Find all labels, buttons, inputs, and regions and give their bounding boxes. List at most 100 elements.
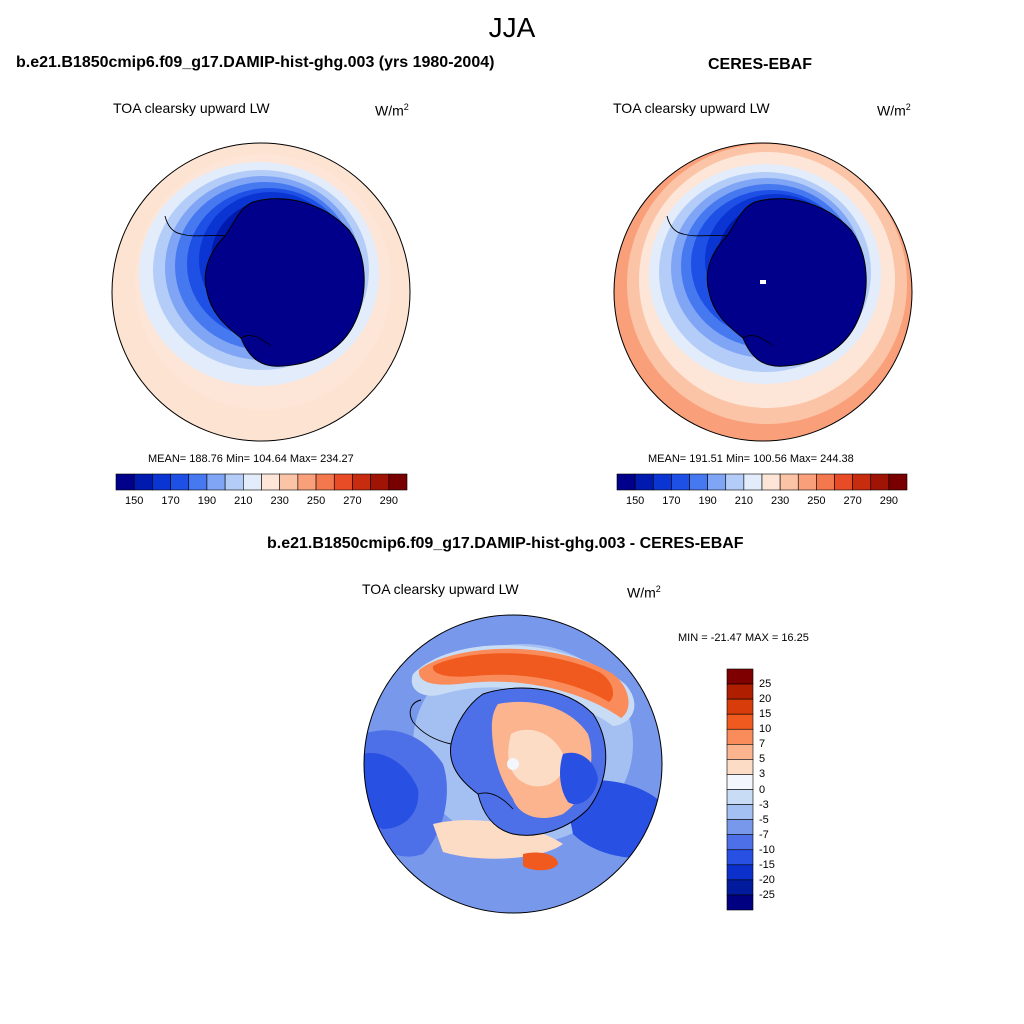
diff-colorbar-swatch [726, 759, 754, 775]
diff-colorbar-swatch [726, 668, 754, 685]
model-colorbar-swatch [315, 473, 335, 491]
diff-colorbar-tick-label: -20 [759, 873, 775, 886]
obs-case-title: CERES-EBAF [708, 56, 813, 73]
model-colorbar-tick-label: 170 [161, 495, 180, 507]
diff-colorbar-tick-label: 5 [759, 753, 766, 766]
obs-colorbar-swatch [779, 473, 799, 491]
obs-colorbar-tick-label: 190 [698, 495, 717, 507]
model-colorbar-swatch [352, 473, 371, 491]
diff-colorbar [726, 668, 754, 911]
obs-colorbar-swatch [671, 473, 690, 491]
model-colorbar-swatch [261, 473, 280, 491]
model-colorbar-swatch [279, 473, 299, 491]
model-colorbar-swatch [370, 473, 390, 491]
obs-colorbar-swatch [816, 473, 835, 491]
diff-colorbar-swatch [726, 683, 754, 700]
model-colorbar-swatch [297, 473, 317, 491]
diff-colorbar-swatch [726, 834, 754, 851]
model-units-label: W/m2 [375, 102, 409, 119]
obs-colorbar-swatch [743, 473, 763, 491]
obs-colorbar-swatch [761, 473, 781, 491]
diff-colorbar-swatch [726, 698, 754, 715]
diff-colorbar-swatch [726, 744, 754, 760]
model-colorbar-swatch [170, 473, 190, 491]
obs-colorbar-tick-label: 290 [879, 495, 899, 507]
obs-colorbar-swatch [852, 473, 872, 491]
model-colorbar-tick-label: 190 [197, 495, 217, 507]
diff-colorbar-tick-label: -25 [759, 888, 775, 901]
model-colorbar-swatch [206, 473, 226, 491]
obs-colorbar-swatch [689, 473, 708, 491]
diff-stats: MIN = -21.47 MAX = 16.25 [678, 632, 809, 644]
diff-colorbar-tick-label: -3 [759, 798, 769, 811]
diff-polar-map [363, 614, 663, 914]
model-variable-label: TOA clearsky upward LW [113, 100, 270, 116]
diff-colorbar-swatch [726, 849, 754, 866]
model-colorbar-swatch [333, 473, 353, 491]
model-stats: MEAN= 188.76 Min= 104.64 Max= 234.27 [148, 453, 354, 465]
diff-colorbar-tick-label: 25 [759, 678, 772, 691]
diff-colorbar-tick-label: -15 [759, 858, 775, 871]
obs-units-label: W/m2 [877, 102, 911, 119]
obs-colorbar-swatch [707, 473, 727, 491]
obs-colorbar-tick-label: 270 [843, 495, 862, 507]
diff-colorbar-swatch [726, 819, 754, 835]
obs-colorbar-swatch [888, 473, 908, 491]
diff-colorbar-tick-label: 0 [759, 783, 766, 796]
obs-colorbar-tick-label: 150 [625, 495, 645, 507]
model-case-title: b.e21.B1850cmip6.f09_g17.DAMIP-hist-ghg.… [16, 54, 495, 71]
diff-colorbar-tick-label: 10 [759, 723, 772, 736]
diff-colorbar-tick-label: 3 [759, 768, 766, 781]
diff-colorbar-swatch [726, 879, 754, 896]
model-colorbar-swatch [188, 473, 208, 491]
diff-colorbar-swatch [726, 804, 754, 820]
obs-colorbar-ticks: 150 170 190 210 230 250 270 290 [617, 495, 907, 509]
model-colorbar-swatch [243, 473, 262, 491]
diff-colorbar-swatch [726, 894, 754, 911]
diff-colorbar-ticks: 25 20 15 10 7 5 3 0 -3 -5 -7 -10 -15 -20 -25 [759, 669, 799, 910]
diff-colorbar-swatch [726, 789, 754, 805]
diff-colorbar-tick-label: 15 [759, 708, 772, 721]
obs-colorbar [616, 473, 908, 491]
obs-colorbar-swatch [870, 473, 890, 491]
model-colorbar-tick-label: 230 [270, 495, 289, 507]
model-colorbar-swatch [152, 473, 171, 491]
diff-colorbar-tick-label: -7 [759, 828, 769, 841]
obs-variable-label: TOA clearsky upward LW [613, 100, 770, 116]
model-colorbar-tick-label: 290 [379, 495, 398, 507]
model-colorbar-tick-label: 150 [125, 495, 144, 507]
obs-colorbar-swatch [834, 473, 853, 491]
obs-colorbar-swatch [725, 473, 745, 491]
obs-colorbar-swatch [616, 473, 636, 491]
model-colorbar-tick-label: 270 [343, 495, 362, 507]
diff-colorbar-swatch [726, 864, 754, 881]
model-colorbar-swatch [133, 473, 153, 491]
diff-units-label: W/m2 [627, 584, 661, 601]
model-colorbar-swatch [224, 473, 244, 491]
obs-stats: MEAN= 191.51 Min= 100.56 Max= 244.38 [648, 453, 854, 465]
diff-colorbar-swatch [726, 774, 754, 790]
model-colorbar-tick-label: 210 [234, 495, 253, 507]
diff-variable-label: TOA clearsky upward LW [362, 581, 519, 597]
diff-colorbar-swatch [726, 728, 754, 745]
diff-colorbar-swatch [726, 713, 754, 730]
obs-colorbar-tick-label: 230 [770, 495, 790, 507]
obs-colorbar-swatch [652, 473, 672, 491]
model-colorbar-swatch [115, 473, 135, 491]
obs-colorbar-swatch [797, 473, 817, 491]
model-colorbar-swatch [388, 473, 408, 491]
model-colorbar-tick-label: 250 [306, 495, 326, 507]
diff-colorbar-tick-label: 20 [759, 693, 772, 706]
figure-title: JJA [488, 12, 536, 43]
diff-colorbar-tick-label: -10 [759, 843, 775, 856]
diff-case-title: b.e21.B1850cmip6.f09_g17.DAMIP-hist-ghg.… [267, 535, 744, 552]
model-polar-map [111, 142, 411, 442]
model-colorbar [115, 473, 408, 491]
obs-colorbar-tick-label: 170 [662, 495, 681, 507]
model-colorbar-ticks: 150 170 190 210 230 250 270 290 [116, 495, 407, 509]
diff-colorbar-tick-label: -5 [759, 813, 769, 826]
obs-colorbar-tick-label: 210 [734, 495, 754, 507]
obs-polar-map [613, 142, 913, 442]
obs-colorbar-swatch [634, 473, 654, 491]
diff-colorbar-tick-label: 7 [759, 738, 766, 751]
